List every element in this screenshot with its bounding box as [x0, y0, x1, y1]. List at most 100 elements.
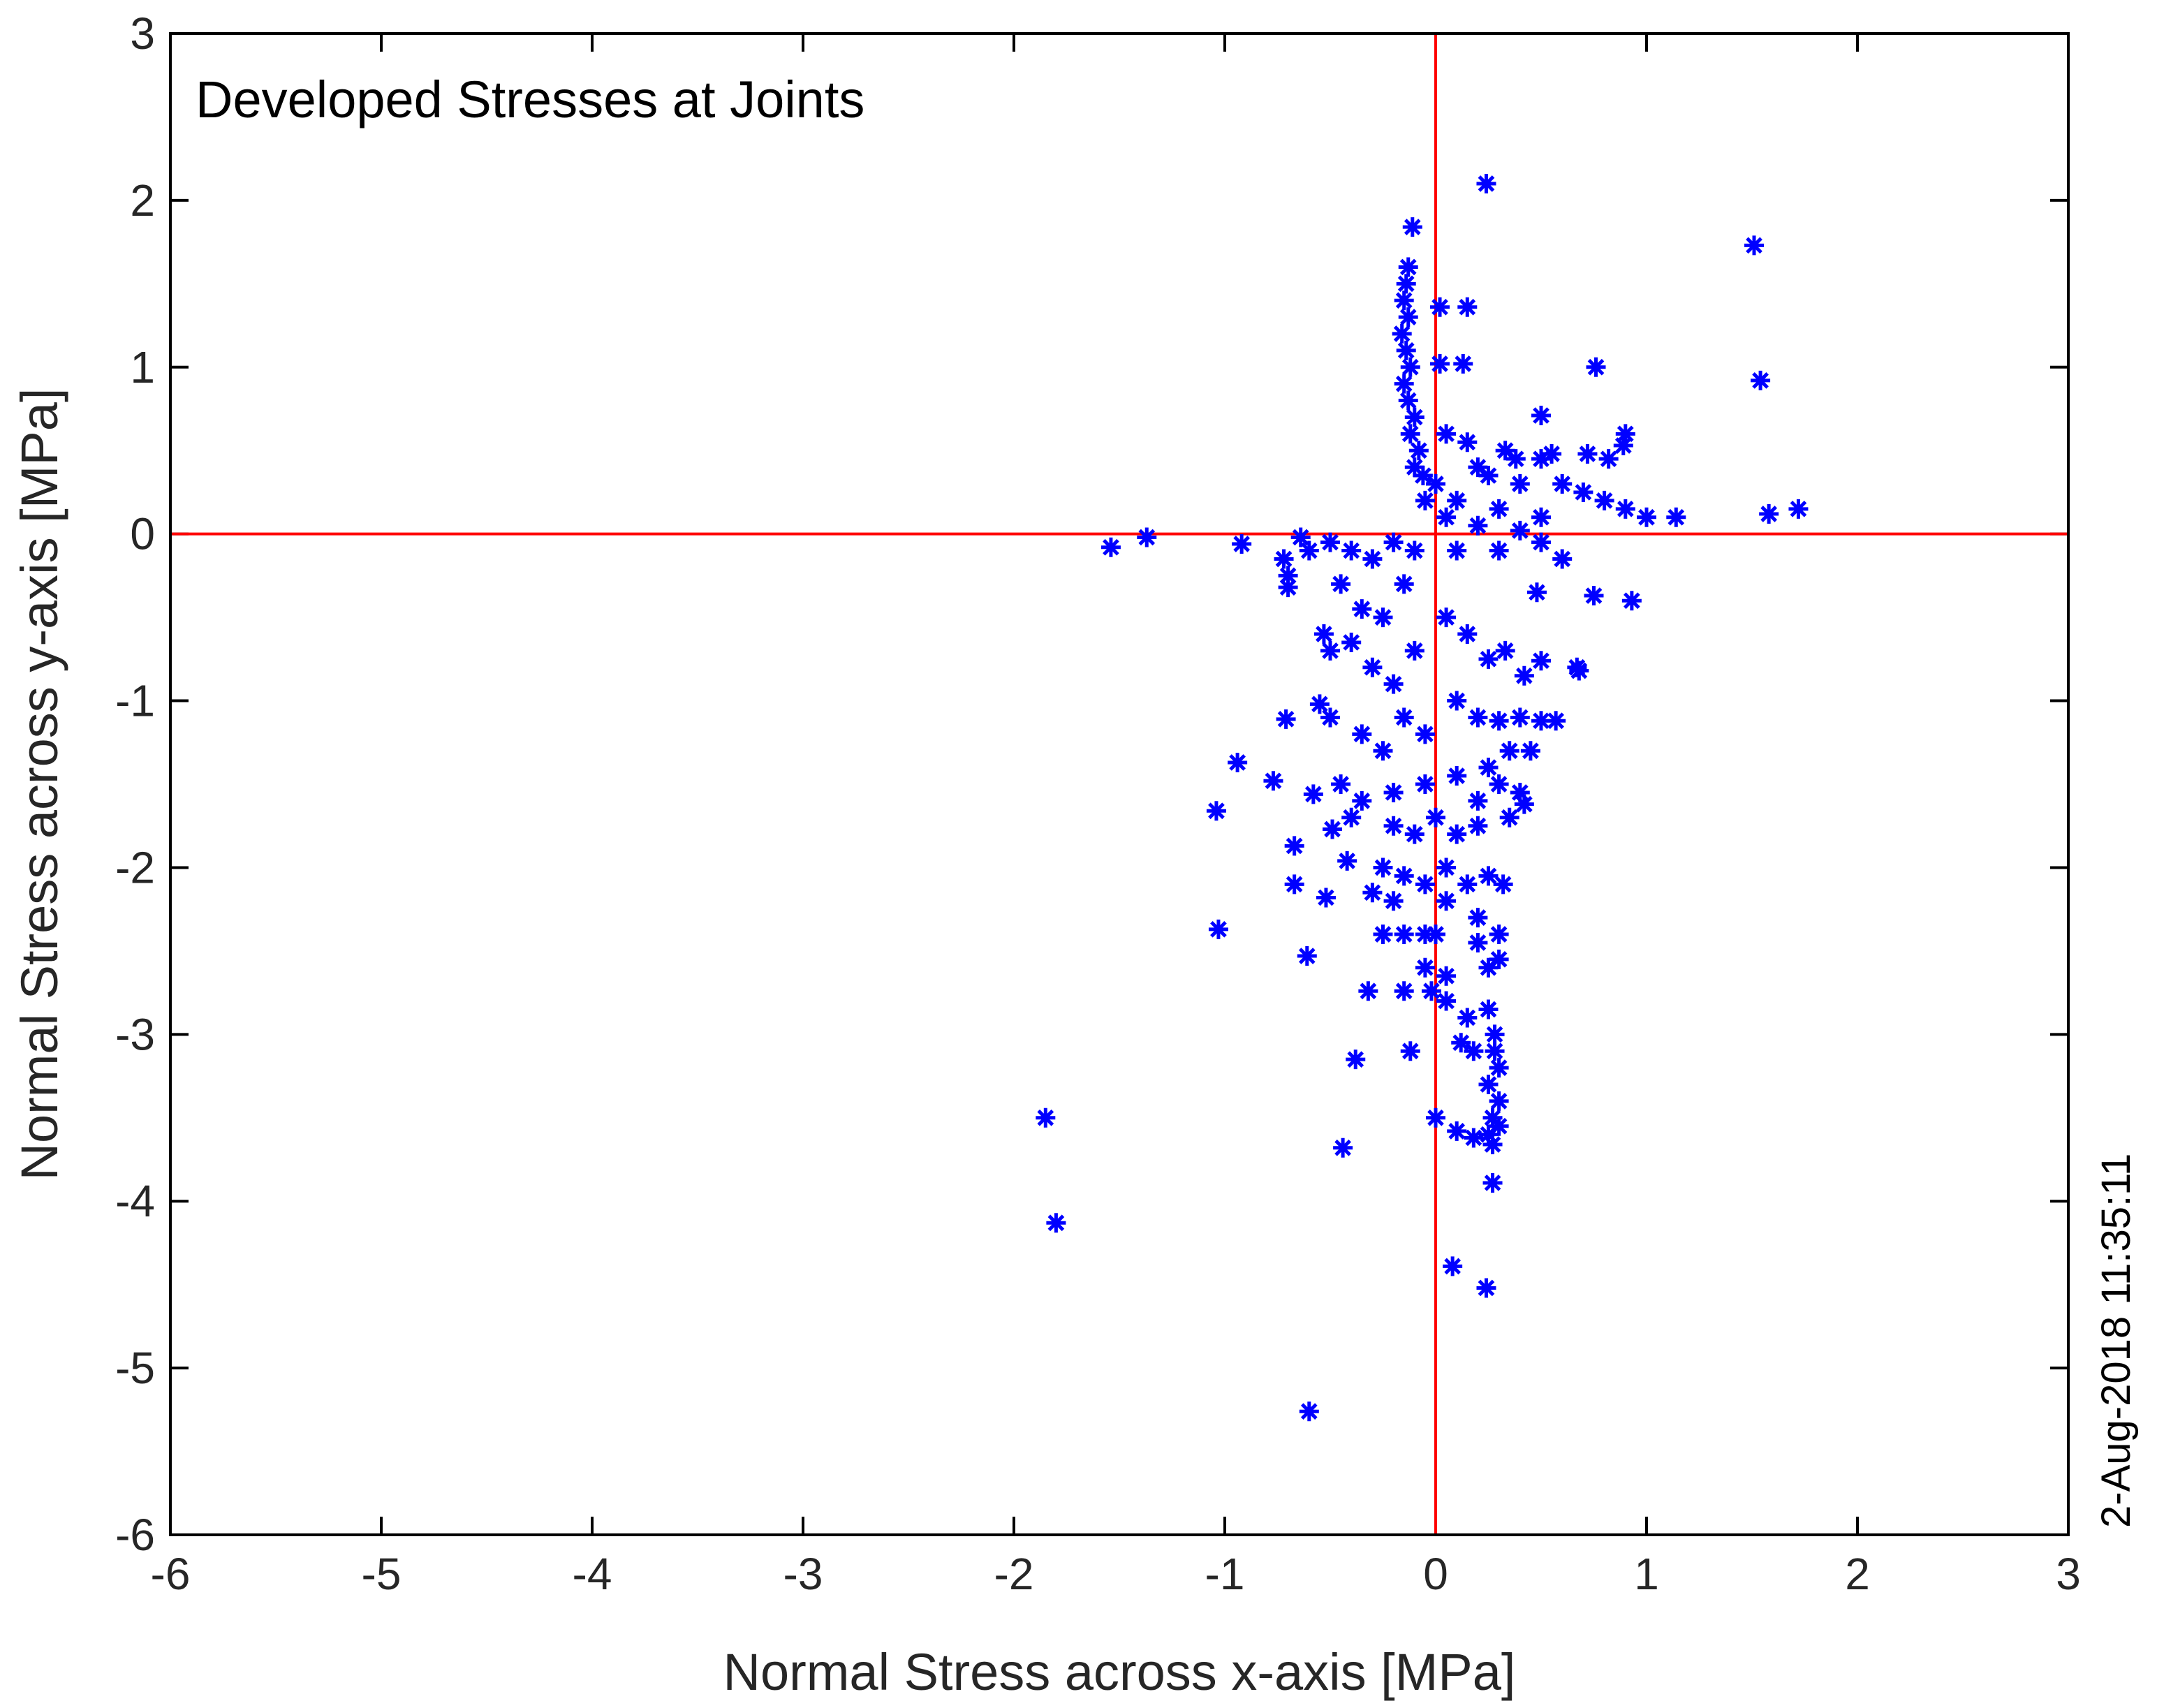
data-point: [1468, 908, 1488, 928]
data-point: [1299, 1401, 1319, 1422]
data-point: [1333, 1138, 1353, 1158]
x-tick-label: -1: [1205, 1549, 1245, 1599]
data-point: [1751, 370, 1771, 390]
x-tick-label: -6: [151, 1549, 191, 1599]
y-tick-label: -2: [115, 842, 155, 892]
data-point: [1546, 711, 1566, 731]
data-point: [1208, 919, 1228, 939]
data-point: [1284, 874, 1304, 895]
data-point: [1313, 624, 1334, 644]
data-point: [1468, 457, 1488, 478]
data-point: [1274, 549, 1294, 569]
data-point: [1373, 857, 1393, 878]
x-tick-label: 1: [1634, 1549, 1659, 1599]
data-point: [1615, 499, 1635, 519]
data-point: [1447, 824, 1467, 844]
data-point: [1666, 507, 1686, 527]
data-point: [1436, 608, 1457, 628]
data-point: [1394, 925, 1414, 944]
data-point: [1478, 957, 1499, 978]
data-point: [1526, 582, 1547, 603]
data-point: [1759, 504, 1779, 524]
y-tick-label: -5: [115, 1343, 155, 1393]
data-point: [1396, 274, 1416, 294]
data-point: [1413, 466, 1433, 486]
data-point: [1485, 1041, 1505, 1061]
data-point: [1398, 390, 1418, 411]
data-point: [1478, 758, 1499, 778]
data-point: [1362, 883, 1383, 903]
y-axis-title: Normal Stress across y-axis [MPa]: [10, 388, 68, 1181]
y-tick-label: 0: [130, 509, 155, 559]
data-point: [1276, 709, 1296, 729]
data-point: [1362, 657, 1383, 677]
data-point: [1489, 540, 1509, 561]
x-tick-label: 0: [1423, 1549, 1448, 1599]
data-point: [1394, 574, 1414, 594]
data-point: [1400, 1041, 1420, 1061]
data-point: [1436, 507, 1457, 527]
data-point: [1457, 432, 1478, 452]
data-point: [1476, 1278, 1496, 1298]
data-point: [1615, 424, 1635, 444]
tick-label-layer: -6 -5 -4 -3 -2 -1 0 1 2 3 -6 -5 -4 -3 -2 -1 0 1 2 3: [115, 8, 2081, 1599]
data-point: [1309, 694, 1330, 714]
data-point: [1323, 819, 1343, 839]
x-tick-label: 2: [1845, 1549, 1870, 1599]
data-point: [1383, 816, 1404, 836]
data-point: [1478, 1124, 1499, 1144]
data-point: [1408, 441, 1429, 461]
data-point: [1510, 520, 1530, 540]
data-point: [1447, 540, 1467, 561]
x-tick-label: -2: [994, 1549, 1034, 1599]
data-point: [1046, 1213, 1066, 1233]
plot-frame: [169, 32, 2070, 1536]
y-tick-label: -1: [115, 676, 155, 726]
data-point: [1299, 540, 1319, 561]
data-point: [1457, 297, 1478, 317]
data-point: [1510, 707, 1530, 728]
data-point: [1594, 490, 1614, 510]
data-point: [1394, 290, 1414, 311]
y-tick-label: 2: [130, 175, 155, 226]
data-point: [1489, 925, 1509, 944]
data-point: [1352, 790, 1372, 811]
data-point: [1453, 354, 1473, 374]
data-point: [1531, 711, 1551, 731]
data-point: [1316, 888, 1336, 908]
data-point: [1584, 586, 1604, 606]
data-point: [1436, 966, 1457, 986]
data-point: [1531, 406, 1551, 426]
data-point: [1478, 1075, 1499, 1094]
data-point: [1341, 540, 1362, 561]
data-point: [1341, 632, 1362, 652]
data-point: [1489, 499, 1509, 519]
data-point: [1400, 357, 1420, 377]
data-point: [1404, 457, 1424, 478]
data-point: [1489, 1058, 1509, 1078]
data-point: [1341, 807, 1362, 827]
x-axis-title: Normal Stress across x-axis [MPa]: [723, 1643, 1516, 1701]
data-point: [1404, 540, 1424, 561]
data-point: [1426, 474, 1445, 494]
data-point: [1394, 707, 1414, 728]
data-point: [1404, 407, 1424, 427]
data-point: [1352, 724, 1372, 744]
data-point: [1744, 235, 1765, 256]
data-point: [1100, 537, 1121, 557]
data-point: [1426, 807, 1445, 827]
data-point: [1373, 741, 1393, 761]
data-point: [1482, 1172, 1503, 1193]
data-point: [1457, 1008, 1478, 1028]
data-point: [1447, 766, 1467, 786]
data-point: [1520, 741, 1540, 761]
x-tick-label: -4: [573, 1549, 612, 1599]
data-point: [1499, 807, 1519, 827]
data-point: [1499, 741, 1519, 761]
data-point: [1468, 816, 1488, 836]
data-point: [1383, 532, 1404, 552]
data-point: [1436, 857, 1457, 878]
data-point: [1788, 499, 1809, 519]
timestamp-label: 2-Aug-2018 11:35:11: [2093, 1154, 2139, 1528]
